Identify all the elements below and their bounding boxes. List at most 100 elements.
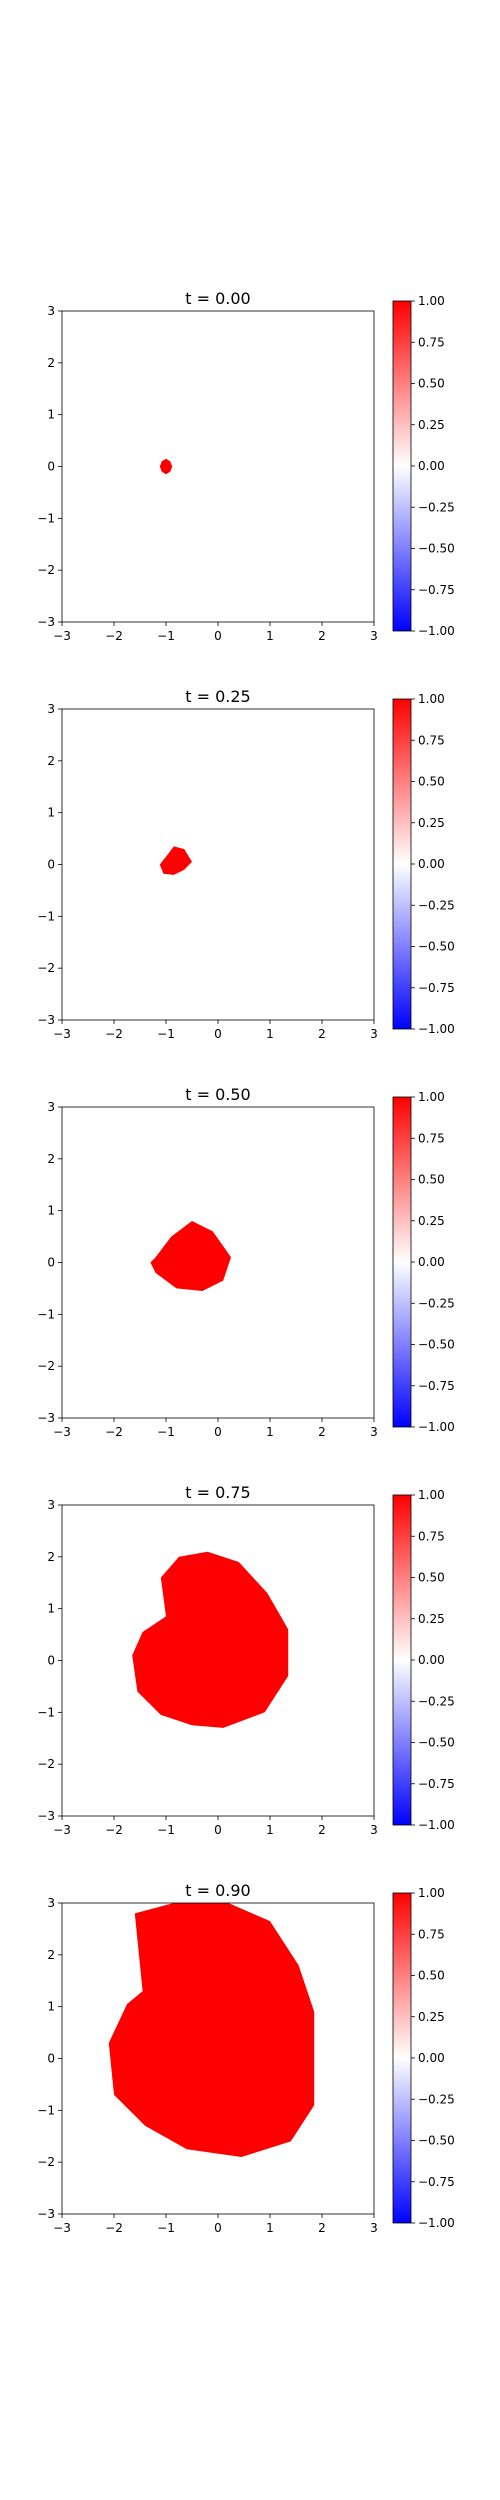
x-tick-label: −3 [53,2221,71,2235]
chart-title: t = 0.00 [185,289,250,308]
x-tick-label: 2 [318,629,326,643]
y-tick-label: 1 [47,408,55,422]
x-tick-label: −1 [157,1027,175,1041]
x-tick-label: 3 [370,2221,378,2235]
y-tick-label: 2 [47,1550,55,1564]
x-tick-label: 0 [214,1823,222,1837]
colorbar-tick-label: −0.50 [418,1338,455,1352]
colorbar-tick-label: 0.25 [418,2010,445,2024]
x-tick-label: −1 [157,1823,175,1837]
colorbar-tick-label: −0.75 [418,1777,455,1791]
x-tick-label: 3 [370,629,378,643]
x-tick-label: 2 [318,1027,326,1041]
y-tick-label: 0 [47,1256,55,1270]
colorbar-tick-label: 0.50 [418,1969,445,1983]
colorbar-tick-label: 0.00 [418,2051,445,2065]
x-tick-label: 1 [266,1823,274,1837]
colorbar-tick-label: 0.00 [418,1653,445,1667]
colorbar-tick-label: −1.00 [418,2216,455,2230]
colorbar-tick-label: 0.25 [418,1214,445,1228]
heatmap-region [159,846,192,875]
colorbar-tick-label: 1.00 [418,1090,445,1104]
colorbar-tick-label: −0.50 [418,542,455,556]
x-tick-label: 1 [266,629,274,643]
y-tick-label: −1 [37,1307,55,1321]
x-tick-label: 3 [370,1823,378,1837]
y-tick-label: 1 [47,1602,55,1616]
y-tick-label: 3 [47,1896,55,1910]
colorbar-tick-label: 0.50 [418,377,445,391]
heatmap-region [132,1551,289,1728]
colorbar-tick-label: −0.50 [418,1736,455,1750]
y-tick-label: −3 [37,2207,55,2221]
y-tick-label: −3 [37,1411,55,1425]
y-tick-label: 2 [47,356,55,370]
colorbar-tick-label: 0.25 [418,418,445,432]
x-tick-label: 1 [266,1027,274,1041]
colorbar-tick-label: −1.00 [418,1420,455,1434]
colorbar-tick-label: 0.50 [418,1571,445,1585]
colorbar-tick-label: 0.75 [418,1927,445,1941]
colorbar-tick-label: 0.00 [418,459,445,473]
y-tick-label: 0 [47,858,55,872]
x-tick-label: −2 [105,629,123,643]
y-tick-label: 0 [47,460,55,474]
colorbar [392,1494,412,1826]
y-tick-label: 3 [47,304,55,318]
colorbar-tick-label: −0.75 [418,583,455,597]
plot-area [62,311,374,622]
y-tick-label: 1 [47,2000,55,2014]
subplot-4: t = 0.90 −3 −2 −1 0 1 2 3 −3 −2 −1 0 1 2 3 −1.00 −0.75 −0… [37,1881,454,2235]
colorbar-tick-label: −0.50 [418,2134,455,2148]
y-tick-label: −1 [37,1705,55,1719]
y-tick-label: 0 [47,2052,55,2066]
colorbar-tick-label: 0.75 [418,733,445,747]
x-tick-label: −1 [157,1425,175,1439]
y-tick-label: 2 [47,754,55,768]
colorbar [392,1096,412,1428]
y-tick-label: −2 [37,563,55,577]
x-tick-label: 0 [214,1425,222,1439]
colorbar-tick-label: 0.25 [418,1612,445,1626]
plot-area [62,709,374,1020]
x-tick-label: 1 [266,2221,274,2235]
x-tick-label: 0 [214,2221,222,2235]
colorbar-tick-label: 1.00 [418,294,445,308]
colorbar-tick-label: 0.75 [418,1529,445,1543]
colorbar-tick-label: −0.75 [418,1379,455,1393]
x-tick-label: 0 [214,629,222,643]
x-tick-label: 2 [318,2221,326,2235]
x-tick-label: −3 [53,1027,71,1041]
colorbar-tick-label: −1.00 [418,1022,455,1036]
colorbar-tick-label: −0.25 [418,1694,455,1708]
colorbar-tick-label: 1.00 [418,1488,445,1502]
y-tick-label: 3 [47,702,55,716]
colorbar-tick-label: 1.00 [418,692,445,706]
x-tick-label: 3 [370,1425,378,1439]
colorbar-tick-label: −1.00 [418,624,455,638]
x-tick-label: 1 [266,1425,274,1439]
colorbar [392,1892,412,2224]
colorbar-tick-label: −0.75 [418,2175,455,2189]
y-tick-label: 3 [47,1498,55,1512]
x-tick-label: −3 [53,1425,71,1439]
chart-title: t = 0.75 [185,1483,250,1502]
subplot-1: t = 0.25 −3 −2 −1 0 1 2 3 −3 −2 −1 0 1 2 3 −1.00 −0.75 −0… [37,687,454,1041]
y-tick-label: −1 [37,511,55,525]
x-tick-label: 2 [318,1425,326,1439]
colorbar-tick-label: 0.75 [418,1131,445,1145]
y-tick-label: 3 [47,1100,55,1114]
x-tick-label: −2 [105,1027,123,1041]
colorbar-tick-label: 1.00 [418,1886,445,1900]
x-tick-label: −2 [105,2221,123,2235]
colorbar-tick-label: 0.50 [418,1173,445,1187]
colorbar-tick-label: 0.50 [418,775,445,789]
colorbar-tick-label: −1.00 [418,1818,455,1832]
colorbar-tick-label: 0.75 [418,335,445,349]
colorbar-tick-label: −0.25 [418,500,455,514]
subplot-0: t = 0.00 −3 −2 −1 0 1 2 3 −3 −2 −1 0 1 2 3 −1.00 −0.75 −0… [37,289,454,643]
y-tick-label: −3 [37,1809,55,1823]
y-tick-label: −2 [37,961,55,975]
heatmap-region [159,458,173,475]
heatmap-region [150,1221,231,1291]
